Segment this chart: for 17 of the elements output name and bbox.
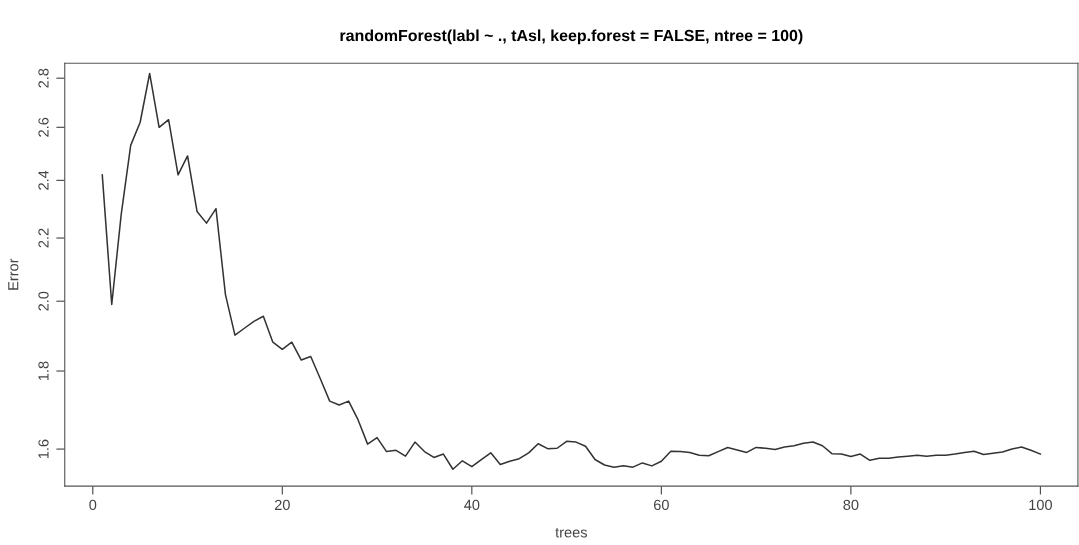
y-tick-label: 2.0 — [38, 291, 49, 311]
x-tick-label: 60 — [653, 499, 669, 511]
y-tick-label: 2.4 — [38, 170, 49, 190]
x-axis-title: trees — [555, 527, 588, 538]
chart-title: randomForest(labl ~ ., tAsl, keep.forest = FALSE, ntree = 100) — [340, 29, 803, 45]
y-axis-title: Error — [8, 258, 19, 290]
y-tick-label: 2.6 — [38, 117, 49, 137]
x-tick-label: 20 — [274, 499, 290, 511]
x-tick-label: 40 — [464, 499, 480, 511]
x-tick-label: 100 — [1029, 499, 1052, 511]
line-series — [101, 72, 1042, 471]
y-tick-label: 1.8 — [38, 361, 49, 381]
y-tick-label: 2.8 — [38, 68, 49, 88]
x-tick-label: 0 — [89, 499, 97, 511]
y-tick-label: 2.2 — [38, 228, 49, 248]
y-tick-label: 1.6 — [38, 439, 49, 459]
x-tick-label: 80 — [843, 499, 859, 511]
